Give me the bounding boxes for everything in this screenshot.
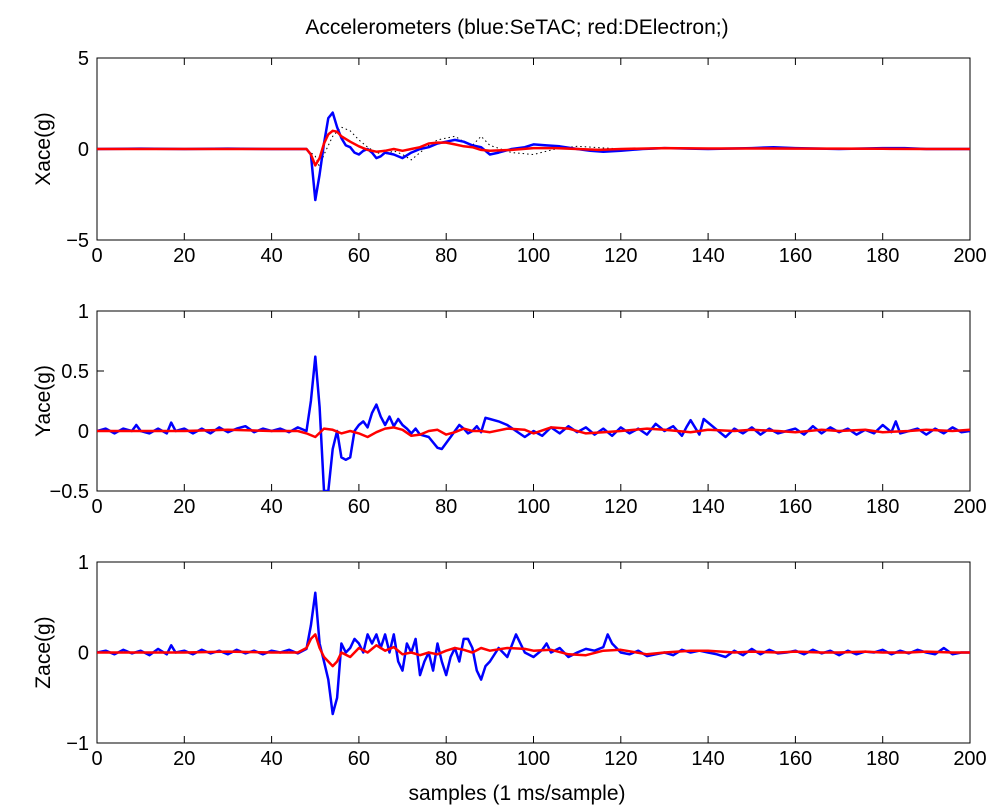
x-tick-label: 80 — [435, 748, 457, 770]
x-tick-label: 120 — [604, 496, 637, 518]
x-axis-label: samples (1 ms/sample) — [408, 782, 625, 805]
series-line-3 — [97, 126, 970, 168]
x-tick-label: 160 — [779, 245, 812, 267]
x-tick-label: 80 — [435, 245, 457, 267]
y-tick-label: −0.5 — [50, 481, 89, 503]
x-tick-label: 140 — [691, 748, 724, 770]
x-tick-label: 200 — [953, 245, 986, 267]
x-tick-label: 40 — [260, 748, 282, 770]
x-tick-label: 200 — [953, 748, 986, 770]
series-line-2 — [97, 633, 970, 668]
x-tick-label: 100 — [517, 496, 550, 518]
x-tick-label: 120 — [604, 748, 637, 770]
y-tick-label: 1 — [78, 301, 89, 323]
x-tick-label: 100 — [517, 245, 550, 267]
series-line-2 — [97, 426, 970, 439]
y-axis-label: Xace(g) — [32, 112, 55, 186]
x-tick-label: 40 — [260, 496, 282, 518]
y-axis-label: Yace(g) — [32, 365, 55, 437]
y-tick-label: 0 — [78, 139, 89, 161]
x-tick-label: 180 — [866, 748, 899, 770]
x-tick-label: 0 — [91, 748, 102, 770]
x-tick-label: 180 — [866, 245, 899, 267]
plot-frame — [96, 310, 971, 492]
subplot-2: 0 20 40 60 80 100 120 140 160 180 200−0.500.51Yace… — [32, 301, 987, 518]
y-tick-label: −1 — [66, 733, 89, 755]
x-tick-label: 160 — [779, 496, 812, 518]
y-axis-label: Zace(g) — [32, 616, 55, 688]
x-tick-label: 140 — [691, 496, 724, 518]
x-tick-label: 120 — [604, 245, 637, 267]
x-tick-label: 80 — [435, 496, 457, 518]
x-tick-label: 160 — [779, 748, 812, 770]
x-tick-label: 100 — [517, 748, 550, 770]
x-tick-label: 20 — [173, 496, 195, 518]
x-tick-label: 180 — [866, 496, 899, 518]
y-tick-label: 1 — [78, 552, 89, 574]
y-tick-label: 0 — [78, 643, 89, 665]
x-tick-label: 40 — [260, 245, 282, 267]
y-tick-label: 0.5 — [61, 361, 89, 383]
x-tick-label: 60 — [348, 496, 370, 518]
y-tick-label: 0 — [78, 421, 89, 443]
x-tick-label: 20 — [173, 245, 195, 267]
x-tick-label: 20 — [173, 748, 195, 770]
series-line-2 — [97, 129, 970, 167]
chart-title: Accelerometers (blue:SeTAC; red:DElectro… — [305, 16, 728, 39]
y-tick-label: 5 — [78, 48, 89, 70]
y-tick-label: −5 — [66, 230, 89, 252]
x-tick-label: 0 — [91, 496, 102, 518]
x-tick-label: 60 — [348, 245, 370, 267]
x-tick-label: 60 — [348, 748, 370, 770]
x-tick-label: 0 — [91, 245, 102, 267]
x-tick-label: 140 — [691, 245, 724, 267]
x-tick-label: 200 — [953, 496, 986, 518]
